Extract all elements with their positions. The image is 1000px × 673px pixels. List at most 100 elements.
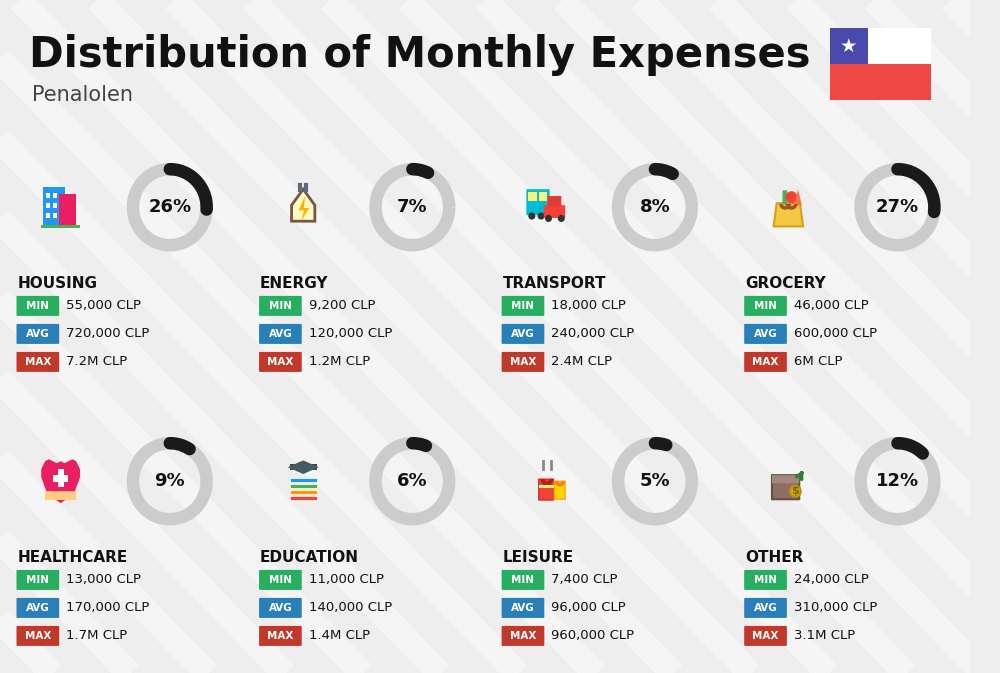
Text: OTHER: OTHER: [745, 551, 804, 565]
FancyBboxPatch shape: [290, 489, 317, 495]
FancyBboxPatch shape: [45, 491, 76, 500]
FancyBboxPatch shape: [58, 469, 64, 487]
Text: MAX: MAX: [267, 631, 294, 641]
Circle shape: [790, 486, 801, 497]
Text: 7.2M CLP: 7.2M CLP: [66, 355, 127, 368]
FancyBboxPatch shape: [41, 225, 80, 228]
Text: MIN: MIN: [754, 575, 777, 585]
FancyBboxPatch shape: [259, 626, 302, 646]
Text: 170,000 CLP: 170,000 CLP: [66, 602, 149, 614]
FancyBboxPatch shape: [544, 205, 565, 218]
FancyBboxPatch shape: [16, 324, 59, 344]
FancyBboxPatch shape: [53, 203, 57, 208]
Text: 960,000 CLP: 960,000 CLP: [551, 629, 634, 643]
FancyBboxPatch shape: [16, 626, 59, 646]
Text: HEALTHCARE: HEALTHCARE: [17, 551, 128, 565]
Text: 3.1M CLP: 3.1M CLP: [794, 629, 855, 643]
FancyBboxPatch shape: [16, 570, 59, 590]
Text: MAX: MAX: [25, 357, 51, 367]
Circle shape: [786, 191, 797, 203]
Text: 2.4M CLP: 2.4M CLP: [551, 355, 612, 368]
Text: 140,000 CLP: 140,000 CLP: [309, 602, 392, 614]
Text: TRANSPORT: TRANSPORT: [503, 277, 606, 291]
Text: MIN: MIN: [511, 575, 534, 585]
Text: MIN: MIN: [754, 301, 777, 311]
Text: 13,000 CLP: 13,000 CLP: [66, 573, 141, 586]
FancyBboxPatch shape: [46, 203, 50, 208]
Text: 8%: 8%: [640, 199, 670, 216]
Text: 5%: 5%: [640, 472, 670, 490]
FancyBboxPatch shape: [830, 64, 931, 100]
Text: 24,000 CLP: 24,000 CLP: [794, 573, 869, 586]
FancyBboxPatch shape: [259, 570, 302, 590]
Text: 7,400 CLP: 7,400 CLP: [551, 573, 618, 586]
Text: 27%: 27%: [876, 199, 919, 216]
Text: Penalolen: Penalolen: [32, 85, 133, 105]
Text: MIN: MIN: [26, 301, 49, 311]
FancyBboxPatch shape: [290, 478, 317, 483]
Text: 26%: 26%: [148, 199, 191, 216]
Text: MIN: MIN: [269, 575, 292, 585]
Text: MAX: MAX: [752, 357, 779, 367]
Text: 120,000 CLP: 120,000 CLP: [309, 328, 392, 341]
FancyBboxPatch shape: [539, 479, 554, 500]
FancyBboxPatch shape: [772, 475, 799, 483]
FancyBboxPatch shape: [502, 352, 544, 372]
Polygon shape: [794, 189, 802, 205]
Text: MAX: MAX: [752, 631, 779, 641]
Text: 240,000 CLP: 240,000 CLP: [551, 328, 634, 341]
FancyBboxPatch shape: [772, 475, 799, 499]
Text: 96,000 CLP: 96,000 CLP: [551, 602, 626, 614]
FancyBboxPatch shape: [290, 464, 317, 470]
Circle shape: [528, 213, 535, 219]
Circle shape: [558, 215, 565, 222]
Text: MAX: MAX: [510, 357, 536, 367]
Text: MIN: MIN: [26, 575, 49, 585]
FancyBboxPatch shape: [46, 193, 50, 198]
FancyBboxPatch shape: [744, 324, 787, 344]
FancyBboxPatch shape: [16, 598, 59, 618]
Text: 9,200 CLP: 9,200 CLP: [309, 299, 375, 312]
FancyBboxPatch shape: [46, 213, 50, 218]
Text: 6%: 6%: [397, 472, 428, 490]
Text: AVG: AVG: [511, 603, 535, 613]
FancyBboxPatch shape: [554, 481, 565, 499]
FancyBboxPatch shape: [502, 296, 544, 316]
Text: GROCERY: GROCERY: [745, 277, 826, 291]
Text: MAX: MAX: [267, 357, 294, 367]
Text: 7%: 7%: [397, 199, 428, 216]
FancyBboxPatch shape: [744, 296, 787, 316]
FancyBboxPatch shape: [53, 193, 57, 198]
FancyBboxPatch shape: [744, 352, 787, 372]
FancyBboxPatch shape: [502, 570, 544, 590]
Text: AVG: AVG: [26, 329, 50, 339]
FancyBboxPatch shape: [744, 598, 787, 618]
FancyBboxPatch shape: [528, 192, 537, 201]
Text: HOUSING: HOUSING: [17, 277, 97, 291]
Text: 600,000 CLP: 600,000 CLP: [794, 328, 877, 341]
FancyBboxPatch shape: [830, 28, 868, 64]
FancyBboxPatch shape: [502, 626, 544, 646]
Text: MIN: MIN: [511, 301, 534, 311]
Polygon shape: [299, 196, 309, 221]
FancyBboxPatch shape: [59, 194, 76, 227]
Polygon shape: [41, 459, 80, 503]
Text: 6M CLP: 6M CLP: [794, 355, 842, 368]
FancyBboxPatch shape: [502, 598, 544, 618]
Text: 310,000 CLP: 310,000 CLP: [794, 602, 877, 614]
Text: AVG: AVG: [754, 329, 777, 339]
FancyBboxPatch shape: [539, 192, 547, 201]
Text: 11,000 CLP: 11,000 CLP: [309, 573, 384, 586]
Polygon shape: [774, 203, 803, 226]
Polygon shape: [288, 460, 319, 474]
FancyBboxPatch shape: [502, 324, 544, 344]
FancyBboxPatch shape: [259, 296, 302, 316]
Text: AVG: AVG: [269, 603, 292, 613]
Text: $: $: [791, 486, 799, 496]
FancyBboxPatch shape: [259, 598, 302, 618]
Text: AVG: AVG: [754, 603, 777, 613]
Circle shape: [538, 213, 545, 219]
Text: AVG: AVG: [269, 329, 292, 339]
FancyBboxPatch shape: [259, 324, 302, 344]
FancyBboxPatch shape: [548, 196, 561, 206]
